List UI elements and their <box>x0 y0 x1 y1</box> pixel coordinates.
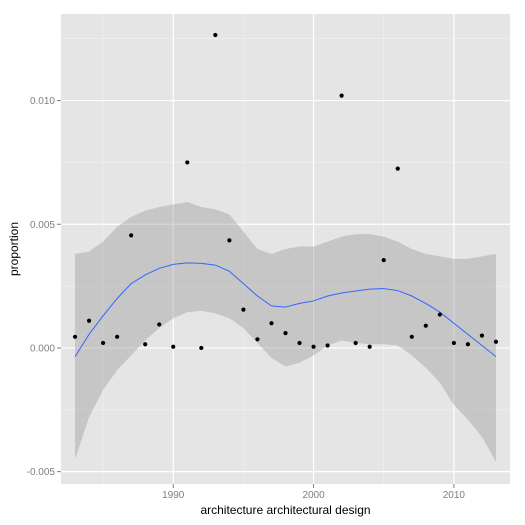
data-point <box>381 258 386 263</box>
data-points <box>72 32 499 351</box>
data-point <box>255 337 260 342</box>
data-point <box>493 339 499 344</box>
data-point <box>185 160 190 165</box>
x-tick-label: 2000 <box>302 490 325 501</box>
x-axis-ticks: 1990 2000 2010 <box>162 484 465 501</box>
data-point <box>72 334 78 339</box>
grid-minor <box>61 14 510 484</box>
y-tick-label: -0.005 <box>27 467 56 478</box>
data-point <box>339 93 344 98</box>
y-axis-ticks: -0.005 0.000 0.005 0.010 <box>27 96 61 478</box>
data-point <box>409 334 414 339</box>
data-point <box>395 166 400 171</box>
grid-major <box>61 14 510 484</box>
data-point <box>423 323 428 328</box>
y-axis-title: proportion <box>7 222 21 276</box>
data-point <box>213 32 218 38</box>
data-point <box>227 238 232 243</box>
data-point <box>199 345 204 351</box>
x-tick-label: 1990 <box>162 490 185 501</box>
data-point <box>143 342 148 347</box>
data-point <box>129 233 134 238</box>
data-point <box>367 344 372 349</box>
y-tick-label: 0.005 <box>30 220 55 231</box>
data-point <box>451 340 456 346</box>
y-tick-label: 0.010 <box>30 96 55 107</box>
data-point <box>115 334 120 339</box>
data-point <box>311 344 316 349</box>
data-point <box>297 340 302 346</box>
data-point <box>171 344 176 349</box>
x-tick-label: 2010 <box>443 490 466 501</box>
y-tick-label: 0.000 <box>30 343 55 354</box>
plot-panel <box>61 14 510 484</box>
data-point <box>269 321 274 326</box>
data-point <box>100 340 106 346</box>
data-point <box>86 318 92 323</box>
data-point <box>437 312 442 317</box>
smooth-line <box>74 262 497 358</box>
data-point <box>479 333 485 338</box>
data-point <box>241 307 246 312</box>
data-point <box>283 331 288 336</box>
data-point <box>353 340 358 346</box>
data-point <box>465 342 471 347</box>
data-point <box>325 343 330 348</box>
data-point <box>157 322 162 327</box>
x-axis-title: architecture architectural design <box>200 503 370 517</box>
